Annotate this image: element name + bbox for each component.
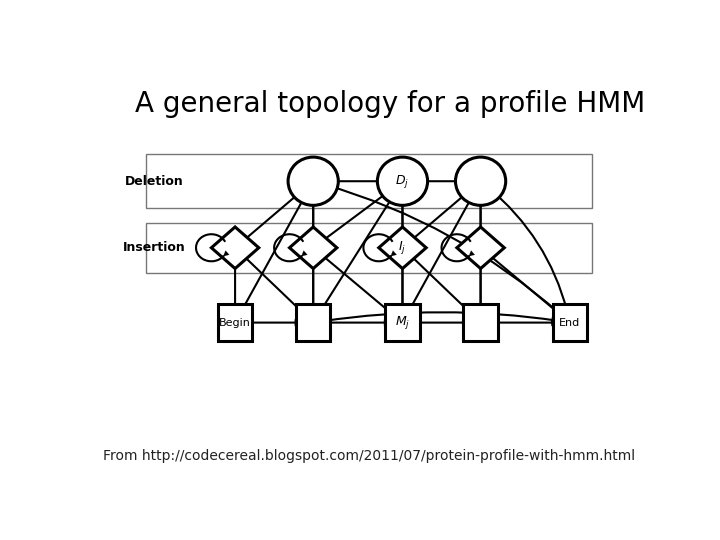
Bar xyxy=(385,304,420,341)
Bar xyxy=(552,304,588,341)
Text: End: End xyxy=(559,318,580,328)
Ellipse shape xyxy=(288,157,338,205)
Polygon shape xyxy=(457,227,504,268)
Polygon shape xyxy=(379,227,426,268)
Ellipse shape xyxy=(377,157,428,205)
Ellipse shape xyxy=(456,157,505,205)
Text: From http://codecereal.blogspot.com/2011/07/protein-profile-with-hmm.html: From http://codecereal.blogspot.com/2011… xyxy=(103,449,635,463)
Polygon shape xyxy=(212,227,258,268)
Text: $D_j$: $D_j$ xyxy=(395,173,410,190)
Bar xyxy=(145,154,593,208)
Text: Begin: Begin xyxy=(219,318,251,328)
Text: $M_j$: $M_j$ xyxy=(395,314,410,331)
Bar xyxy=(217,304,253,341)
Polygon shape xyxy=(289,227,337,268)
Text: A general topology for a profile HMM: A general topology for a profile HMM xyxy=(135,90,645,118)
Text: $I_j$: $I_j$ xyxy=(398,239,407,256)
Text: Deletion: Deletion xyxy=(125,175,184,188)
Text: Insertion: Insertion xyxy=(123,241,186,254)
Bar xyxy=(296,304,330,341)
Bar xyxy=(463,304,498,341)
Bar xyxy=(145,223,593,273)
